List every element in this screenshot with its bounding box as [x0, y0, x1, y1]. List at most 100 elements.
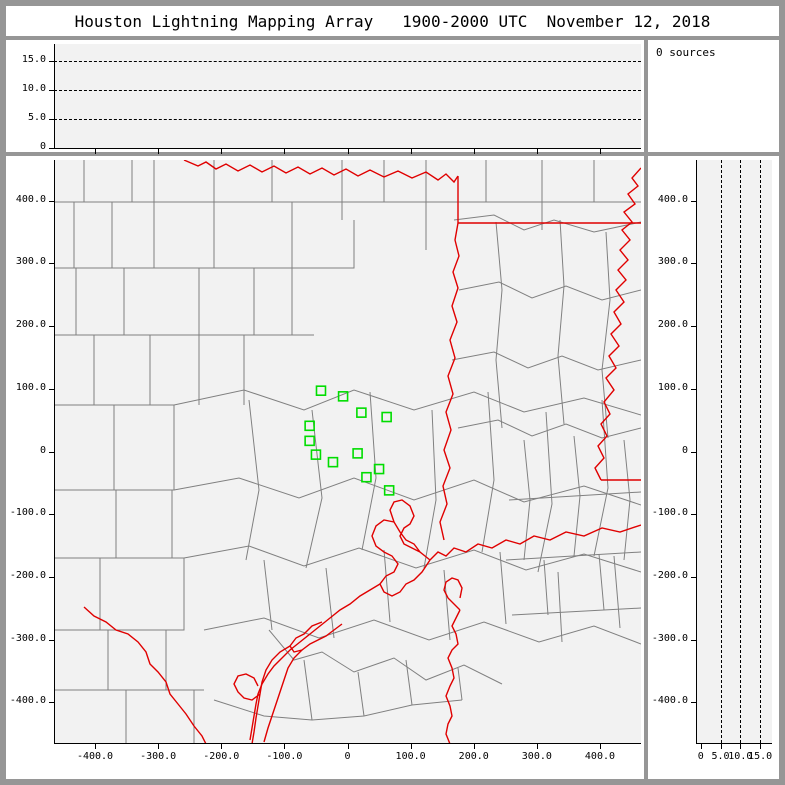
side-y-tick-label: 100.0 — [657, 381, 688, 393]
x-tick — [284, 148, 286, 154]
side-x-tick-label: 5.0 — [711, 751, 730, 762]
map-y-tick — [49, 200, 55, 202]
side-y-tick — [691, 263, 697, 265]
side-y-tick — [691, 200, 697, 202]
map-y-tick-label: 0 — [39, 444, 46, 456]
y-tick-label: 5.0 — [27, 112, 46, 124]
altitude-distance-plot-area[interactable] — [54, 44, 641, 148]
x-tick — [410, 148, 412, 154]
lma-station-marker — [352, 448, 363, 459]
map-x-tick — [599, 743, 601, 749]
side-x-tick — [740, 743, 742, 749]
side-y-tick-label: -300.0 — [651, 632, 688, 644]
side-y-tick-label: -200.0 — [651, 569, 688, 581]
x-gridline — [740, 160, 742, 743]
map-y-tick-label: 100.0 — [15, 381, 46, 393]
side-y-tick — [691, 326, 697, 328]
map-x-tick-label: 400.0 — [584, 751, 616, 762]
map-y-tick-label: -300.0 — [9, 632, 46, 644]
map-x-tick-label: -300.0 — [140, 751, 177, 762]
lma-station-marker — [337, 391, 349, 402]
side-x-tick-label: 15.0 — [748, 751, 773, 762]
side-y-tick-label: 0 — [681, 444, 688, 456]
map-x-tick — [221, 743, 223, 749]
map-plot-area[interactable] — [54, 160, 641, 743]
map-y-tick-label: -200.0 — [9, 569, 46, 581]
map-x-tick-label: -200.0 — [203, 751, 240, 762]
map-x-tick — [95, 743, 97, 749]
map-y-tick — [49, 702, 55, 704]
side-x-tick — [720, 743, 722, 749]
lma-station-marker — [373, 463, 385, 475]
gulf-coastline — [83, 499, 641, 743]
map-y-tick — [49, 639, 55, 641]
map-x-tick-label: 100.0 — [395, 751, 426, 762]
map-x-tick — [473, 743, 475, 749]
map-x-tick — [410, 743, 412, 749]
map-y-tick-label: 200.0 — [15, 319, 46, 331]
y-tick-label: 10.0 — [21, 83, 46, 95]
map-y-tick — [49, 576, 55, 578]
map-x-tick-label: 200.0 — [458, 751, 489, 762]
map-y-tick — [49, 326, 55, 328]
map-y-tick-label: 400.0 — [15, 193, 46, 205]
side-x-tick — [700, 743, 702, 749]
side-y-tick — [691, 451, 697, 453]
map-x-tick — [158, 743, 160, 749]
y-tick-label: 0 — [39, 141, 46, 152]
lma-station-marker — [361, 471, 372, 483]
title-bar: Houston Lightning Mapping Array 1900-200… — [6, 6, 779, 36]
map-x-tick — [536, 743, 538, 749]
side-y-tick — [691, 702, 697, 704]
x-tick — [347, 148, 349, 154]
page-title: Houston Lightning Mapping Array 1900-200… — [74, 11, 711, 31]
altitude-north-panel[interactable]: 400.0 300.0 200.0 100.0 0 -100.0 -200.0 -300.0 -… — [648, 156, 779, 779]
y-gridline — [54, 90, 641, 92]
side-x-tick-label: 0 — [697, 751, 704, 762]
side-y-tick — [691, 514, 697, 516]
map-x-tick — [347, 743, 349, 749]
map-graphics — [54, 160, 641, 743]
altitude-distance-panel[interactable]: 05.010.015.0-400.0-300.0-200.0-100.00100… — [6, 40, 644, 167]
x-gridline — [760, 160, 762, 743]
state-borders — [183, 160, 641, 541]
side-y-tick-label: 400.0 — [657, 193, 688, 205]
side-y-tick — [691, 639, 697, 641]
side-x-tick-label: 10.0 — [728, 751, 753, 762]
y-tick — [49, 148, 55, 149]
y-gridline — [54, 119, 641, 121]
x-tick — [158, 148, 160, 154]
x-tick — [536, 148, 538, 154]
map-x-tick-label: 300.0 — [521, 751, 552, 762]
map-x-tick-label: -400.0 — [76, 751, 114, 762]
lma-station-markers — [304, 385, 395, 496]
map-x-tick — [284, 743, 286, 749]
map-y-tick-label: -400.0 — [9, 695, 46, 707]
y-tick — [49, 119, 55, 121]
side-y-tick-label: -400.0 — [651, 695, 688, 707]
x-tick — [599, 148, 601, 154]
side-y-tick-label: 200.0 — [657, 319, 688, 331]
y-tick — [49, 90, 55, 92]
altitude-north-plot-area[interactable] — [696, 160, 772, 743]
plan-view-map-panel[interactable]: 400.0 300.0 200.0 100.0 0 -100.0 -200.0 -300.0 -… — [6, 156, 644, 779]
side-y-tick — [691, 576, 697, 578]
lma-station-marker — [356, 407, 367, 418]
altitude-y-axis — [54, 44, 55, 148]
source-count-panel[interactable]: 0 sources — [648, 40, 779, 152]
side-y-tick-label: 300.0 — [657, 256, 688, 268]
side-y-tick-label: -100.0 — [651, 507, 688, 519]
side-x-tick — [760, 743, 762, 749]
y-tick — [49, 61, 55, 63]
y-tick-label: 15.0 — [21, 54, 46, 66]
x-tick — [473, 148, 475, 154]
x-gridline — [720, 160, 722, 743]
map-y-tick — [49, 263, 55, 265]
map-x-tick-label: -100.0 — [266, 751, 303, 762]
county-boundaries — [54, 160, 641, 743]
lma-station-marker — [381, 411, 392, 423]
lma-station-marker — [304, 435, 315, 447]
y-gridline — [54, 61, 641, 63]
map-y-tick-label: 300.0 — [15, 256, 46, 268]
